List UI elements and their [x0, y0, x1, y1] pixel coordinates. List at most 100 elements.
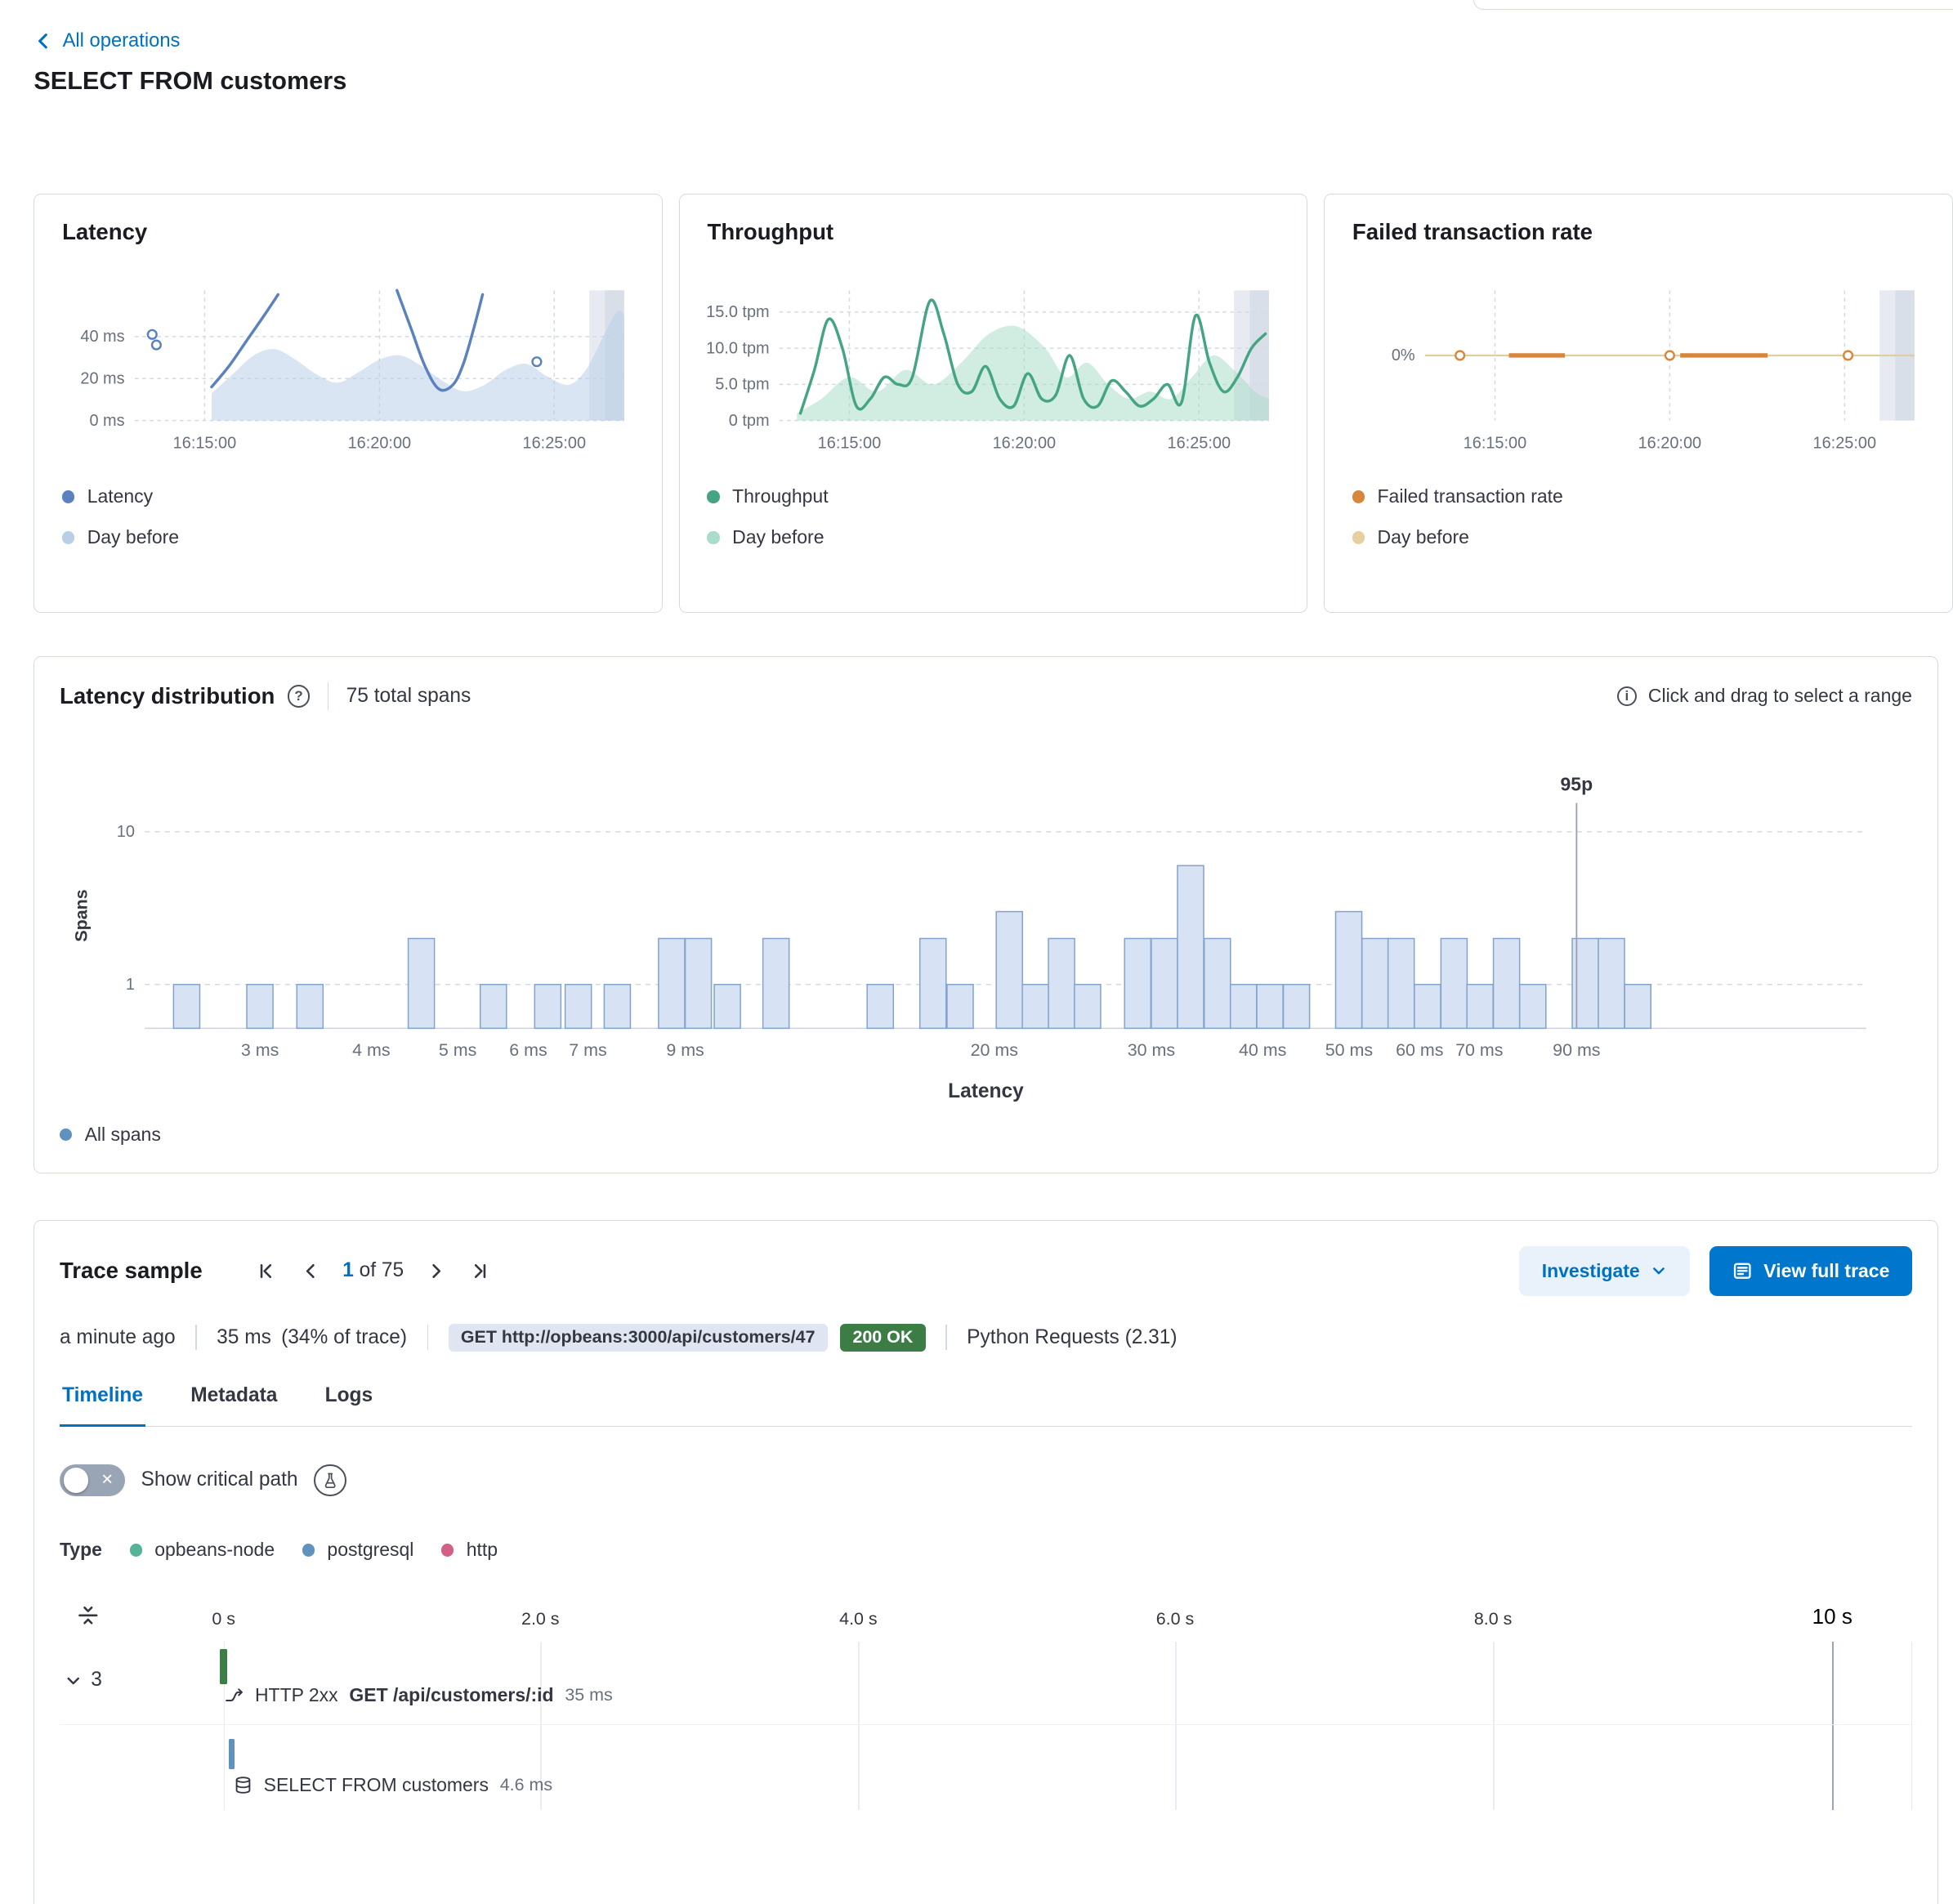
- type-legend-item-opbeans-node[interactable]: opbeans-node: [129, 1539, 275, 1561]
- tab-logs[interactable]: Logs: [324, 1383, 373, 1406]
- span-duration: 4.6 ms: [499, 1774, 553, 1794]
- investigate-button[interactable]: Investigate: [1519, 1245, 1690, 1296]
- time-tick-label: 2.0 s: [521, 1608, 560, 1629]
- agent-label: Python Requests (2.31): [967, 1325, 1178, 1348]
- legend-item-day-before[interactable]: Day before: [1352, 526, 1924, 548]
- transaction-duration-bar[interactable]: [220, 1648, 228, 1684]
- waterfall-row-span[interactable]: SELECT FROM customers 4.6 ms: [60, 1725, 1911, 1809]
- legend-dot-icon: [1352, 490, 1365, 503]
- legend-item-day-before[interactable]: Day before: [707, 526, 1279, 548]
- legend-label: Day before: [87, 526, 180, 548]
- trace-waterfall: 0 s 2.0 s 4.0 s 6.0 s 8.0 s 10 s 3 HTTP 2xx G…: [59, 1602, 1912, 1811]
- legend-item-failed-transaction-rate[interactable]: Failed transaction rate: [1352, 485, 1924, 507]
- failed-transaction-rate-chart[interactable]: 16:15:00 16:20:00 16:25:00 0%: [1352, 278, 1924, 466]
- trace-actions: Investigate View full trace: [1519, 1245, 1912, 1296]
- legend-dot-icon: [707, 531, 720, 544]
- latency-chart[interactable]: 16:15:00 16:20:00 16:25:00 0 ms 20 ms 40 ms: [62, 278, 634, 466]
- all-spans-legend[interactable]: All spans: [59, 1124, 1912, 1146]
- type-label: Type: [59, 1539, 102, 1561]
- transaction-name: GET /api/customers/:id: [349, 1683, 554, 1705]
- type-legend-item-http[interactable]: http: [441, 1539, 498, 1561]
- latency-distribution-title: Latency distribution: [59, 682, 275, 708]
- chevron-down-icon: [1653, 1267, 1665, 1275]
- span-duration-bar[interactable]: [228, 1739, 235, 1769]
- breadcrumb-link[interactable]: All operations: [62, 29, 181, 51]
- svg-text:16:20:00: 16:20:00: [993, 434, 1057, 452]
- divider: [427, 1325, 429, 1351]
- svg-text:50 ms: 50 ms: [1325, 1040, 1373, 1060]
- child-count: 3: [91, 1669, 102, 1692]
- critical-path-toggle-row: Show critical path: [59, 1464, 1912, 1497]
- request-url-badge: GET http://opbeans:3000/api/customers/47: [448, 1323, 828, 1352]
- trace-sample-title: Trace sample: [59, 1258, 203, 1284]
- waterfall-row-transaction[interactable]: 3 HTTP 2xx GET /api/customers/:id 35 ms: [59, 1642, 1911, 1726]
- trace-tabs: Timeline Metadata Logs: [59, 1383, 1912, 1428]
- trace-duration: 35 ms: [217, 1325, 271, 1348]
- previous-page-button[interactable]: [299, 1259, 323, 1283]
- latency-card: Latency 16:15:00 16:20:00 16:25:00 0 ms 20 ms…: [34, 193, 663, 613]
- legend-item-day-before[interactable]: Day before: [62, 526, 634, 548]
- legend-dot-icon: [129, 1544, 142, 1557]
- waterfall-gridline: [1493, 1641, 1495, 1811]
- accordion-toggle[interactable]: 3: [65, 1669, 102, 1692]
- next-page-button[interactable]: [424, 1259, 448, 1283]
- fold-icon[interactable]: [77, 1604, 100, 1633]
- legend-dot-icon: [302, 1544, 315, 1557]
- waterfall-gridline: [858, 1641, 860, 1811]
- divider: [195, 1325, 197, 1351]
- latency-distribution-chart[interactable]: 10 1 3 ms 4 ms 5 ms 6 ms 7 ms 9 ms 20 ms 30 ms 40 …: [60, 740, 1914, 1079]
- time-tick-label: 8.0 s: [1473, 1608, 1513, 1629]
- svg-text:16:15:00: 16:15:00: [1464, 434, 1527, 452]
- current-page-number: 1: [342, 1259, 354, 1282]
- total-spans-label: 75 total spans: [346, 684, 471, 707]
- trace-age: a minute ago: [59, 1325, 176, 1348]
- trace-document-icon: [1733, 1263, 1751, 1279]
- last-page-button[interactable]: [467, 1259, 491, 1283]
- divider: [945, 1325, 947, 1351]
- svg-text:20 ms: 20 ms: [971, 1040, 1018, 1060]
- breadcrumb[interactable]: All operations: [34, 30, 1937, 52]
- svg-text:4 ms: 4 ms: [352, 1040, 390, 1060]
- help-icon[interactable]: [287, 685, 311, 708]
- transaction-status: HTTP 2xx: [254, 1683, 338, 1705]
- last-page-icon: [475, 1263, 486, 1278]
- legend-item-throughput[interactable]: Throughput: [707, 485, 1279, 507]
- time-tick-label: 10 s: [1812, 1603, 1852, 1629]
- first-page-button[interactable]: [255, 1259, 279, 1283]
- svg-text:0 tpm: 0 tpm: [729, 412, 770, 430]
- transaction-label[interactable]: HTTP 2xx GET /api/customers/:id 35 ms: [225, 1684, 613, 1706]
- span-label[interactable]: SELECT FROM customers 4.6 ms: [234, 1774, 552, 1796]
- time-tick-label: 4.0 s: [839, 1608, 878, 1629]
- throughput-chart[interactable]: 16:15:00 16:20:00 16:25:00 0 tpm 5.0 tpm 10.0…: [707, 278, 1279, 466]
- latency-title: Latency: [62, 219, 148, 245]
- latency-distribution-header: Latency distribution 75 total spans Clic…: [60, 682, 1912, 710]
- svg-text:30 ms: 30 ms: [1128, 1040, 1175, 1060]
- legend-item-latency[interactable]: Latency: [62, 485, 634, 507]
- status-badge: 200 OK: [840, 1323, 926, 1352]
- svg-text:0 ms: 0 ms: [90, 412, 125, 430]
- svg-text:1: 1: [126, 975, 135, 993]
- svg-text:40 ms: 40 ms: [80, 328, 124, 346]
- tab-timeline[interactable]: Timeline: [59, 1384, 146, 1428]
- failed-transaction-rate-title: Failed transaction rate: [1352, 219, 1593, 245]
- svg-text:60 ms: 60 ms: [1396, 1040, 1443, 1060]
- type-legend-item-postgresql[interactable]: postgresql: [302, 1539, 413, 1561]
- legend-dot-icon: [62, 531, 75, 544]
- span-name: SELECT FROM customers: [263, 1773, 489, 1795]
- view-full-trace-button[interactable]: View full trace: [1709, 1245, 1912, 1296]
- trace-end-marker-line: [1832, 1641, 1834, 1811]
- chevron-right-icon: [432, 1263, 440, 1278]
- transaction-icon: [226, 1687, 244, 1701]
- beta-flask-icon[interactable]: [314, 1464, 347, 1497]
- svg-text:16:15:00: 16:15:00: [818, 434, 882, 452]
- distribution-x-axis-label: Latency: [948, 1080, 1024, 1103]
- waterfall-gridline: [223, 1641, 226, 1811]
- time-tick-label: 0 s: [212, 1608, 235, 1629]
- svg-text:Spans: Spans: [72, 889, 92, 941]
- database-icon: [235, 1777, 251, 1794]
- tab-metadata[interactable]: Metadata: [190, 1383, 278, 1406]
- trace-pagination: 1 of 75: [255, 1259, 491, 1283]
- svg-text:10.0 tpm: 10.0 tpm: [707, 339, 770, 357]
- chevron-left-icon: [38, 34, 48, 49]
- critical-path-switch[interactable]: [59, 1464, 125, 1497]
